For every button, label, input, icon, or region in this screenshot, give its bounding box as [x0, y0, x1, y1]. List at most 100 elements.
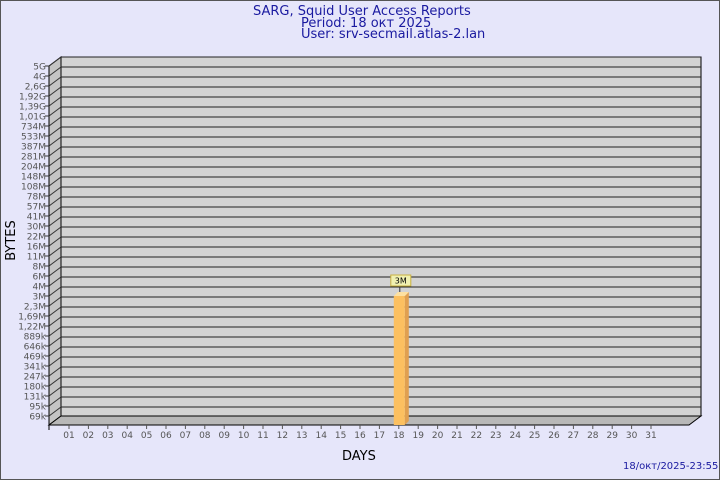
y-tick [45, 366, 62, 377]
y-tick [45, 196, 62, 207]
bar-top [393, 292, 409, 296]
y-tick-label: 281M [21, 153, 46, 163]
y-axis-label: BYTES [3, 220, 19, 261]
timestamp: 18/окт/2025-23:55 [623, 461, 719, 472]
x-tick-label: 11 [257, 431, 268, 441]
y-tick-label: 889k [24, 333, 47, 343]
x-tick-label: 23 [490, 431, 501, 441]
x-tick-label: 12 [277, 431, 288, 441]
y-tick-label: 1,01G [19, 113, 46, 123]
y-tick-label: 1,22M [18, 323, 46, 333]
y-tick [45, 396, 62, 407]
y-tick [45, 326, 62, 337]
y-tick [45, 336, 62, 347]
y-tick [45, 306, 62, 317]
y-tick [45, 276, 62, 287]
bar-side [404, 292, 409, 425]
y-tick-label: 3M [33, 293, 47, 303]
y-tick-label: 204M [21, 163, 46, 173]
y-tick [45, 346, 62, 357]
y-tick-label: 41M [27, 213, 46, 223]
y-tick [45, 166, 62, 177]
x-tick-label: 16 [354, 431, 366, 441]
y-tick-label: 387M [21, 143, 46, 153]
x-tick-label: 19 [412, 431, 424, 441]
y-tick [45, 296, 62, 307]
y-tick-label: 533M [21, 133, 46, 143]
x-tick-label: 17 [374, 431, 385, 441]
y-tick-label: 4M [33, 283, 47, 293]
y-tick [45, 286, 62, 297]
x-tick-label: 10 [238, 431, 250, 441]
x-tick-label: 08 [199, 431, 211, 441]
y-tick-label: 247k [24, 373, 47, 383]
y-tick-label: 180k [24, 383, 47, 393]
bar-label: 3M [395, 277, 407, 286]
x-tick-label: 06 [160, 431, 172, 441]
y-tick [45, 136, 62, 147]
y-tick-label: 30M [27, 223, 46, 233]
x-tick-label: 20 [432, 431, 444, 441]
y-tick [45, 246, 62, 257]
y-tick-label: 1,92G [19, 93, 46, 103]
x-tick-label: 22 [471, 431, 482, 441]
y-tick-label: 69k [29, 413, 46, 423]
y-tick-label: 341k [24, 363, 47, 373]
y-tick [45, 256, 62, 267]
y-tick-label: 131k [24, 393, 47, 403]
y-tick [45, 126, 62, 137]
y-tick [45, 76, 62, 87]
x-tick-label: 18 [393, 431, 405, 441]
y-tick-label: 57M [27, 203, 46, 213]
x-tick-label: 31 [645, 431, 656, 441]
chart-user: User: srv-secmail.atlas-2.lan [301, 27, 486, 42]
y-tick [45, 146, 62, 157]
y-tick [45, 86, 62, 97]
y-tick [45, 176, 62, 187]
y-tick-label: 148M [21, 173, 46, 183]
y-tick-label: 469k [24, 353, 47, 363]
y-tick [45, 356, 62, 367]
y-tick-label: 1,39G [19, 103, 46, 113]
y-tick [45, 406, 62, 417]
y-tick-label: 1,69M [18, 313, 46, 323]
x-axis-label: DAYS [342, 449, 376, 464]
x-tick-label: 09 [218, 431, 230, 441]
x-tick-label: 04 [121, 431, 133, 441]
y-tick [45, 116, 62, 127]
x-tick-label: 05 [141, 431, 152, 441]
y-tick [45, 376, 62, 387]
x-tick-label: 29 [606, 431, 618, 441]
y-tick-label: 11M [27, 253, 46, 263]
x-tick-label: 15 [335, 431, 346, 441]
y-tick [45, 156, 62, 167]
x-tick-label: 25 [529, 431, 540, 441]
y-tick-label: 734M [21, 123, 46, 133]
y-tick [45, 56, 62, 67]
x-tick-label: 03 [102, 431, 113, 441]
y-tick-label: 108M [21, 183, 46, 193]
y-tick [45, 186, 62, 197]
y-tick-label: 2,3M [24, 303, 46, 313]
floor [47, 415, 703, 426]
y-tick-label: 646k [24, 343, 47, 353]
y-tick-label: 2,6G [25, 83, 46, 93]
chart-period: Period: 18 окт 2025 [301, 16, 432, 31]
x-tick-label: 27 [568, 431, 579, 441]
chart-title: SARG, Squid User Access Reports [253, 4, 471, 19]
y-tick-label: 16M [27, 243, 46, 253]
y-tick [45, 316, 62, 327]
y-tick [45, 386, 62, 397]
y-tick-label: 5G [33, 63, 46, 73]
x-tick-label: 28 [587, 431, 599, 441]
y-tick [45, 66, 62, 77]
x-tick-label: 07 [180, 431, 191, 441]
bar [393, 296, 405, 425]
x-tick-label: 01 [63, 431, 74, 441]
y-tick-label: 8M [33, 263, 47, 273]
x-tick-label: 02 [83, 431, 94, 441]
y-tick [45, 96, 62, 107]
y-tick [45, 266, 62, 277]
